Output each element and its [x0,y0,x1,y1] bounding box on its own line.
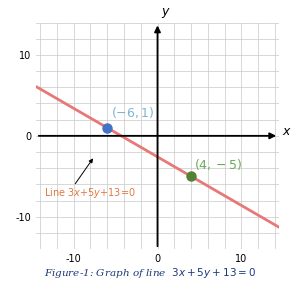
Text: Figure-1: Graph of line  $3x+5y+13=0$: Figure-1: Graph of line $3x+5y+13=0$ [44,266,256,280]
Text: Line $3x$+$5y$+13=0: Line $3x$+$5y$+13=0 [44,186,136,200]
Text: $(-6, 1)$: $(-6, 1)$ [111,105,154,120]
Text: $y$: $y$ [161,6,171,20]
Text: $(4, -5)$: $(4, -5)$ [194,157,242,172]
Text: $x$: $x$ [281,125,291,138]
